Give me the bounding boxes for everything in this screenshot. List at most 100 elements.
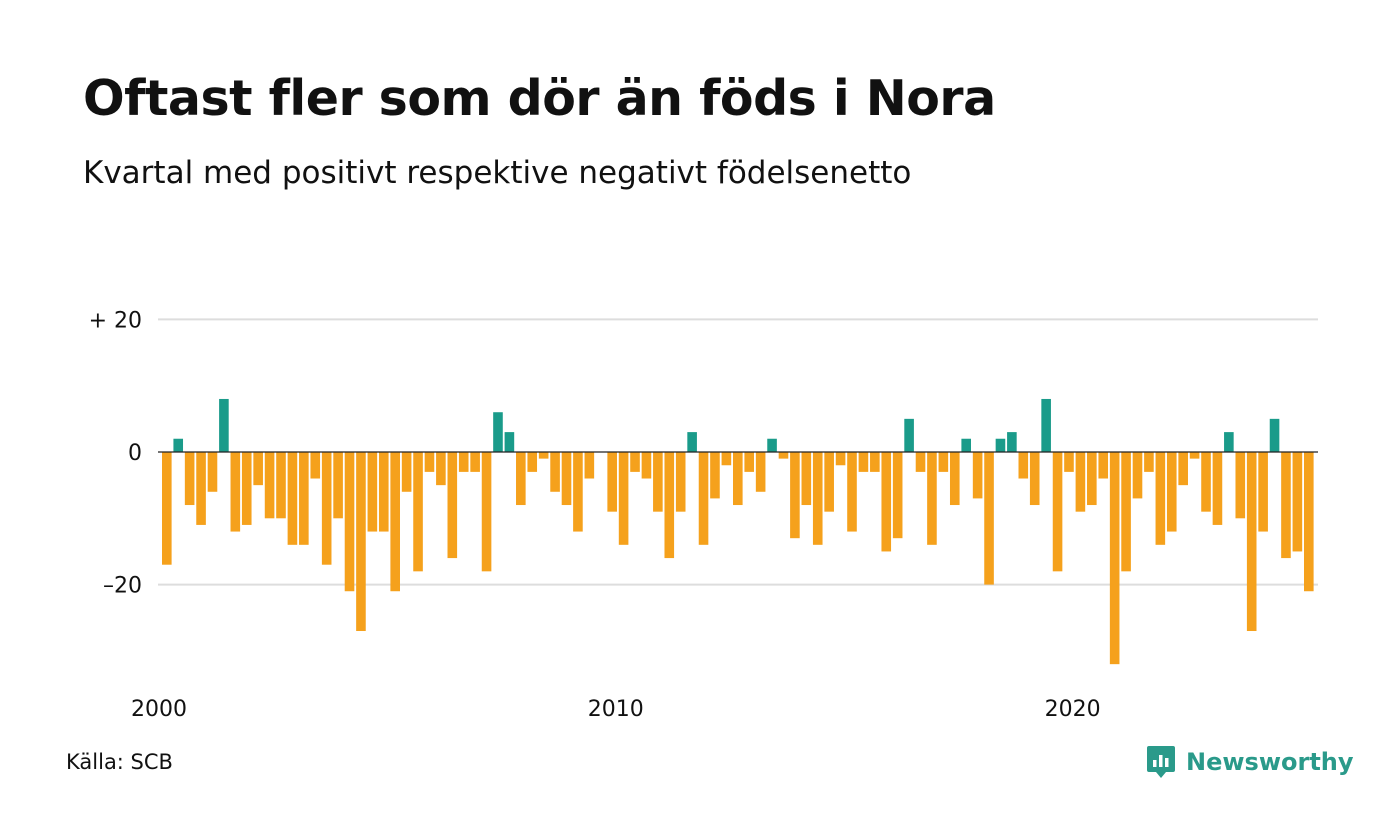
bar-negative [630, 452, 640, 472]
bar-negative [561, 452, 572, 506]
newsworthy-logo-icon [1147, 746, 1175, 778]
y-tick-label: + 20 [89, 308, 142, 333]
bar-negative [276, 452, 286, 519]
bar-positive [219, 398, 229, 452]
bar-negative [1132, 452, 1143, 499]
bar-negative [607, 452, 617, 512]
bar-negative [755, 452, 766, 492]
bar-negative [253, 452, 263, 486]
bar-negative [367, 452, 378, 532]
bar-negative [424, 452, 435, 472]
bar-negative [1018, 452, 1029, 479]
bar-negative [1235, 452, 1246, 519]
bar-negative [824, 452, 834, 512]
bar-negative [675, 452, 686, 512]
bar-negative [516, 452, 526, 506]
bar-negative [1029, 452, 1040, 506]
bar-negative [835, 452, 846, 466]
bar-negative [264, 452, 275, 519]
bar-negative [1201, 452, 1211, 512]
bar-negative [458, 452, 469, 472]
bar-negative [584, 452, 595, 479]
bar-negative [1109, 452, 1120, 665]
bar-negative [470, 452, 480, 472]
x-tick-label: 2000 [131, 697, 187, 722]
bar-negative [618, 452, 629, 545]
bar-negative [1212, 452, 1223, 525]
bar-positive [173, 438, 184, 452]
bar-negative [299, 452, 309, 545]
bar-negative [481, 452, 492, 572]
bar-negative [1064, 452, 1074, 472]
bar-negative [401, 452, 412, 492]
x-tick-label: 2020 [1045, 697, 1101, 722]
bar-negative [744, 452, 755, 472]
bar-negative [378, 452, 389, 532]
bar-negative [390, 452, 400, 592]
bar-negative [447, 452, 458, 559]
bar-positive [961, 438, 971, 452]
bars [162, 398, 1314, 665]
bar-negative [573, 452, 583, 532]
bar-negative [333, 452, 343, 519]
bar-negative [664, 452, 675, 559]
bar-negative [1246, 452, 1257, 632]
bar-negative [1121, 452, 1131, 572]
bar-negative [207, 452, 218, 492]
bar-negative [972, 452, 983, 499]
bar-negative [162, 452, 172, 565]
bar-positive [493, 412, 503, 452]
bar-negative [698, 452, 709, 545]
bar-negative [538, 452, 549, 459]
bar-negative [870, 452, 880, 472]
bar-negative [1281, 452, 1291, 559]
bar-negative [1052, 452, 1063, 572]
bar-negative [184, 452, 195, 506]
y-axis-ticks: + 20 0 –20 [89, 308, 142, 598]
bar-negative [721, 452, 732, 466]
bar-positive [687, 432, 697, 452]
bar-negative [778, 452, 789, 459]
bar-negative [344, 452, 355, 592]
bar-positive [767, 438, 777, 452]
bar-negative [356, 452, 366, 632]
bar-negative [801, 452, 812, 506]
bar-negative [550, 452, 560, 492]
bar-negative [653, 452, 663, 512]
bar-negative [984, 452, 994, 585]
bar-negative [641, 452, 652, 479]
bar-positive [904, 418, 914, 452]
bar-negative [1155, 452, 1166, 545]
chart-subtitle: Kvartal med positivt respektive negativt… [83, 155, 912, 191]
chart-title: Oftast fler som dör än föds i Nora [83, 70, 996, 127]
bar-positive [1269, 418, 1280, 452]
bar-negative [790, 452, 800, 539]
bar-negative [1189, 452, 1200, 459]
bar-negative [1087, 452, 1097, 506]
bar-negative [241, 452, 252, 525]
x-tick-label: 2010 [588, 697, 644, 722]
bar-negative [733, 452, 743, 506]
bar-negative [287, 452, 298, 545]
bar-negative [230, 452, 241, 532]
bar-negative [812, 452, 823, 545]
bar-negative [710, 452, 720, 499]
bar-negative [1292, 452, 1303, 552]
bar-negative [1166, 452, 1177, 532]
bar-negative [847, 452, 857, 532]
bar-negative [310, 452, 321, 479]
bar-negative [1075, 452, 1086, 512]
bar-negative [321, 452, 332, 565]
bar-negative [1098, 452, 1109, 479]
y-tick-label: –20 [103, 574, 142, 599]
bar-negative [413, 452, 423, 572]
bar-negative [436, 452, 446, 486]
brand-name: Newsworthy [1186, 748, 1354, 776]
bar-negative [1304, 452, 1314, 592]
x-axis-ticks: 2000 2010 2020 [131, 697, 1101, 722]
bar-negative [1144, 452, 1154, 472]
bar-negative [1258, 452, 1268, 532]
brand-logo[interactable]: Newsworthy [1146, 742, 1354, 782]
bar-negative [949, 452, 960, 506]
